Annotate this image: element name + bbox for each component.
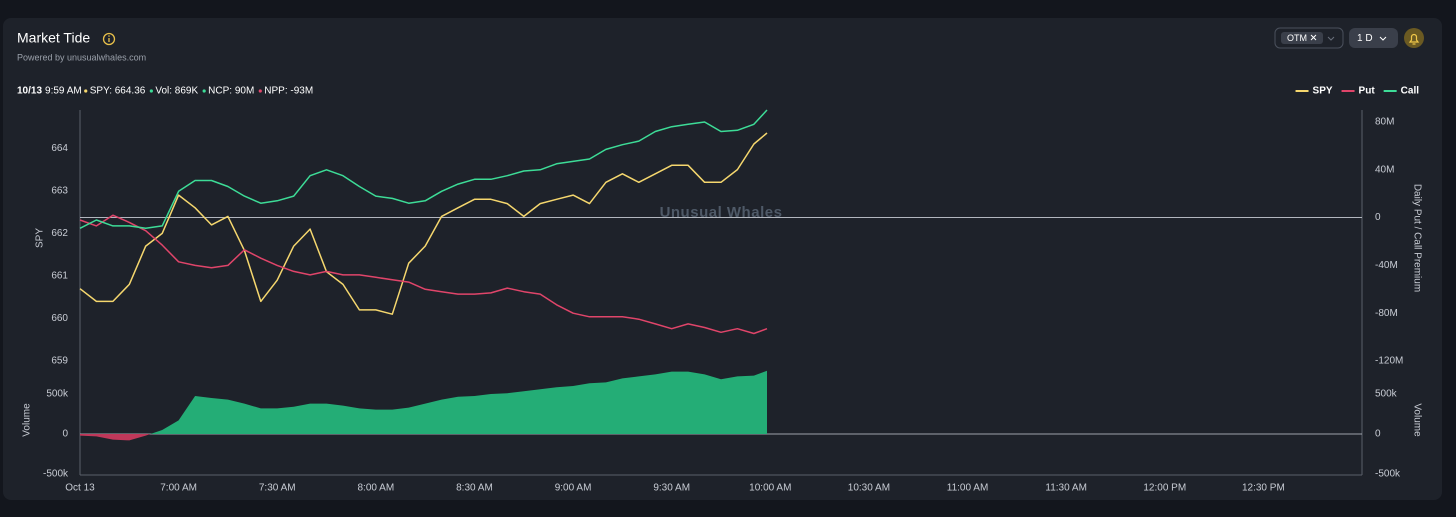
vol2-tick-label: 500k — [1375, 389, 1398, 400]
vol2-tick-label: -500k — [1375, 469, 1401, 480]
x-tick-label: 8:00 AM — [357, 483, 394, 494]
y-tick-label: 659 — [51, 356, 68, 367]
y2-tick-label: 40M — [1375, 164, 1394, 175]
subtitle: Powered by unusualwhales.com — [17, 52, 146, 62]
y2-axis-title: Daily Put / Call Premium — [1411, 184, 1422, 292]
info-dot — [149, 89, 153, 93]
x-tick-label: 7:30 AM — [259, 483, 296, 494]
x-tick-label: Oct 13 — [65, 483, 95, 494]
x-tick-label: 12:30 PM — [1242, 483, 1285, 494]
y-tick-label: 664 — [51, 143, 68, 154]
card — [3, 18, 1442, 500]
period: 1 D — [1357, 33, 1373, 44]
y-axis-title: SPY — [35, 228, 46, 248]
vol-axis-title: Volume — [22, 403, 33, 437]
filter-chip: OTM — [1287, 33, 1307, 43]
info-date: 10/13 — [17, 86, 42, 97]
vol-tick-label: 500k — [46, 389, 69, 400]
x-tick-label: 7:00 AM — [160, 483, 197, 494]
period-dropdown[interactable]: 1 D — [1349, 28, 1398, 48]
info-item: Vol: 869K — [155, 86, 198, 97]
x-tick-label: 10:30 AM — [848, 483, 890, 494]
info-dot — [258, 89, 262, 93]
watermark: Unusual Whales — [660, 204, 783, 221]
x-tick-label: 11:30 AM — [1045, 483, 1087, 494]
legend-label: SPY — [1313, 86, 1333, 97]
volume-area — [80, 370, 767, 434]
y2-tick-label: 0 — [1375, 212, 1381, 223]
x-tick-label: 8:30 AM — [456, 483, 493, 494]
vol-tick-label: 0 — [62, 429, 68, 440]
info-icon[interactable] — [102, 32, 116, 46]
y-tick-label: 663 — [51, 185, 68, 196]
alert-button[interactable] — [1404, 28, 1424, 48]
series-line — [79, 132, 768, 315]
vol-tick-label: -500k — [43, 469, 69, 480]
y2-tick-label: 80M — [1375, 117, 1394, 128]
info-line: 10/13 9:59 AM SPY: 664.36 Vol: 869K NCP: 90M… — [17, 86, 313, 97]
info-item: SPY: 664.36 — [90, 86, 146, 97]
legend-label: Call — [1401, 86, 1420, 97]
y-tick-label: 662 — [51, 228, 68, 239]
x-tick-label: 10:00 AM — [749, 483, 791, 494]
otm-filter[interactable]: OTM — [1274, 27, 1344, 49]
y-tick-label: 661 — [51, 271, 68, 282]
info-dot — [84, 89, 88, 93]
x-tick-label: 9:00 AM — [555, 483, 592, 494]
y-tick-label: 660 — [51, 313, 68, 324]
info-item: NPP: -93M — [264, 86, 313, 97]
y2-tick-label: -40M — [1375, 260, 1398, 271]
title: Market Tide — [17, 30, 90, 46]
series-line — [79, 214, 768, 335]
x-tick-label: 11:00 AM — [947, 483, 989, 494]
legend: Call Put SPY — [1295, 86, 1420, 97]
y2-tick-label: -120M — [1375, 356, 1403, 367]
info-dot — [202, 89, 206, 93]
info-time: 9:59 AM — [45, 86, 82, 97]
y2-tick-label: -80M — [1375, 308, 1398, 319]
x-tick-label: 9:30 AM — [653, 483, 690, 494]
legend-label: Put — [1359, 86, 1376, 97]
series-line — [79, 109, 768, 230]
x-tick-label: 12:00 PM — [1143, 483, 1186, 494]
vol2-tick-label: 0 — [1375, 429, 1381, 440]
info-item: NCP: 90M — [208, 86, 254, 97]
vol2-axis-title: Volume — [1411, 403, 1422, 437]
